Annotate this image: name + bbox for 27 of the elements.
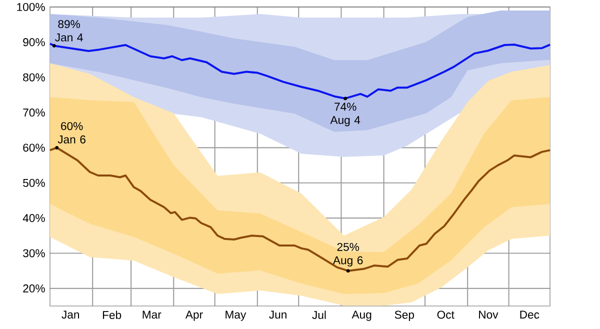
annotation: 60% Jan 6	[58, 122, 86, 144]
x-tick-label: Mar	[142, 310, 162, 319]
y-tick-label: 80%	[23, 73, 45, 82]
annotation: 89% Jan 4	[55, 20, 83, 42]
y-tick-label: 90%	[23, 38, 45, 46]
y-tick-label: 50%	[23, 178, 45, 187]
x-tick-label: Feb	[102, 310, 122, 320]
annotation: 25% Aug 6	[332, 242, 363, 267]
x-tick-label: May	[226, 310, 246, 321]
y-tick-label: 100%	[17, 3, 45, 12]
y-tick-label: 40%	[22, 214, 45, 222]
annotation: 74% Aug 4	[330, 102, 360, 126]
x-tick-label: Sep	[394, 310, 414, 321]
x-tick-label: Nov	[479, 310, 498, 319]
y-tick-label: 30%	[23, 249, 45, 258]
y-tick-label: 70%	[23, 108, 45, 117]
y-tick-label: 60%	[23, 144, 45, 152]
y-tick-label: 20%	[23, 284, 45, 292]
x-tick-label: Aug	[352, 310, 372, 321]
x-tick-label: Oct	[437, 310, 454, 319]
x-tick-label: Dec	[520, 310, 540, 319]
line-series	[49, 146, 552, 273]
line-series	[49, 42, 552, 100]
x-tick-label: Apr	[185, 310, 203, 321]
x-tick-label: Jun	[269, 310, 286, 319]
x-tick-label: Jan	[62, 310, 79, 319]
x-tick-label: Jul	[312, 310, 326, 320]
